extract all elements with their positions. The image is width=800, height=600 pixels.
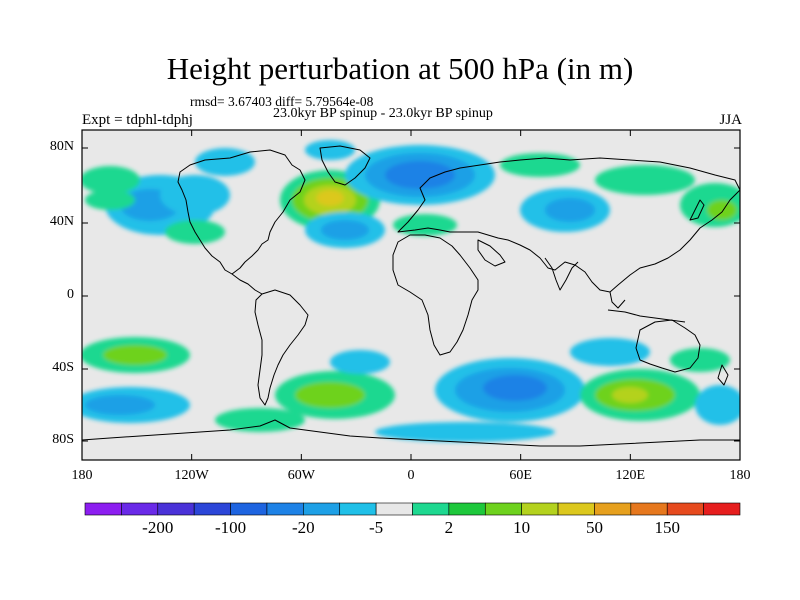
anomaly-region [305,140,355,160]
anomaly-region [215,408,305,432]
lat-tick-label: 0 [67,287,74,302]
lon-tick-label: 60W [287,468,315,483]
anomaly-region [160,175,230,215]
anomaly-region [103,345,167,365]
page-title: Height perturbation at 500 hPa (in m) [166,51,634,86]
contour-layer [82,140,740,442]
coastline-japan [689,199,705,221]
coastline-north-america [177,149,306,275]
anomaly-region [707,200,737,220]
coastline-arabia [477,239,506,267]
colorbar-swatch [630,502,668,516]
lat-tick-label: 80N [49,139,74,154]
colorbar-swatch [375,502,413,516]
coastline-eurasia [397,157,740,293]
lon-tick-label: 60E [509,468,532,483]
anomaly-region [85,395,155,415]
anomaly-region [393,214,457,236]
anomaly-region [82,166,140,194]
colorbar-swatch [84,502,122,516]
colorbar-label: -100 [214,518,247,537]
anomaly-region [321,220,369,240]
coastline-india [544,257,579,291]
anomaly-region [500,153,580,177]
colorbar-swatch [303,502,341,516]
colorbar-label: 50 [585,518,603,537]
colorbar-swatch [448,502,486,516]
lon-tick-label: 180 [729,468,751,483]
lat-tick-label: 40N [49,214,74,229]
coastline-greenland [319,145,371,186]
coastline-central-america [231,273,263,295]
colorbar-label: 150 [654,518,680,537]
anomaly-region [670,348,730,372]
colorbar-swatch [557,502,595,516]
anomaly-region [612,387,648,403]
coastline-africa [392,234,479,356]
anomaly-region [330,350,390,374]
anomaly-region [385,161,455,189]
season-label: JJA [719,112,742,128]
coastline-new-zealand [717,364,729,386]
lon-tick-label: 120W [174,468,209,483]
colorbar-label: -5 [369,518,384,537]
colorbar-label: -20 [291,518,315,537]
axis-ticks [81,130,741,460]
colorbar-swatch [412,502,450,516]
subtitle: 23.0kyr BP spinup - 23.0kyr BP spinup [273,106,493,121]
anomaly-region [85,190,135,210]
coastline-antarctica [82,419,740,447]
colorbar-swatch [230,502,268,516]
anomaly-region [695,385,740,425]
lat-tick-label: 40S [52,360,74,375]
colorbar-label: 2 [444,518,454,537]
coastlines [82,145,740,447]
colorbar-swatch [666,502,704,516]
anomaly-region [375,422,555,442]
colorbar-swatch [121,502,159,516]
coastline-south-america [254,289,309,406]
colorbar-swatch [339,502,377,516]
anomaly-region [595,165,695,195]
lon-tick-label: 120E [615,468,646,483]
anomaly-region [570,338,650,366]
lon-tick-label: 0 [407,468,415,483]
anomaly-region [483,375,547,401]
colorbar-swatch [594,502,632,516]
colorbar-label: 10 [513,518,531,537]
colorbar-swatch [521,502,559,516]
colorbar [84,502,741,516]
coastline-southeast-asia [609,291,626,309]
anomaly-region [295,382,365,408]
lat-tick-label: 80S [52,432,74,447]
colorbar-swatch [703,502,741,516]
colorbar-swatch [193,502,231,516]
anomaly-region [195,148,255,176]
coastline-australia [635,319,701,373]
colorbar-swatch [157,502,195,516]
colorbar-label: -200 [142,518,174,537]
experiment-label: Expt = tdphl-tdphj [82,112,193,128]
anomaly-region [316,190,344,206]
anomaly-region [545,198,595,222]
stats-text: rmsd= 3.67403 diff= 5.79564e-08 [190,94,374,109]
colorbar-swatch [266,502,304,516]
colorbar-swatch [484,502,522,516]
lon-tick-label: 180 [71,468,93,483]
